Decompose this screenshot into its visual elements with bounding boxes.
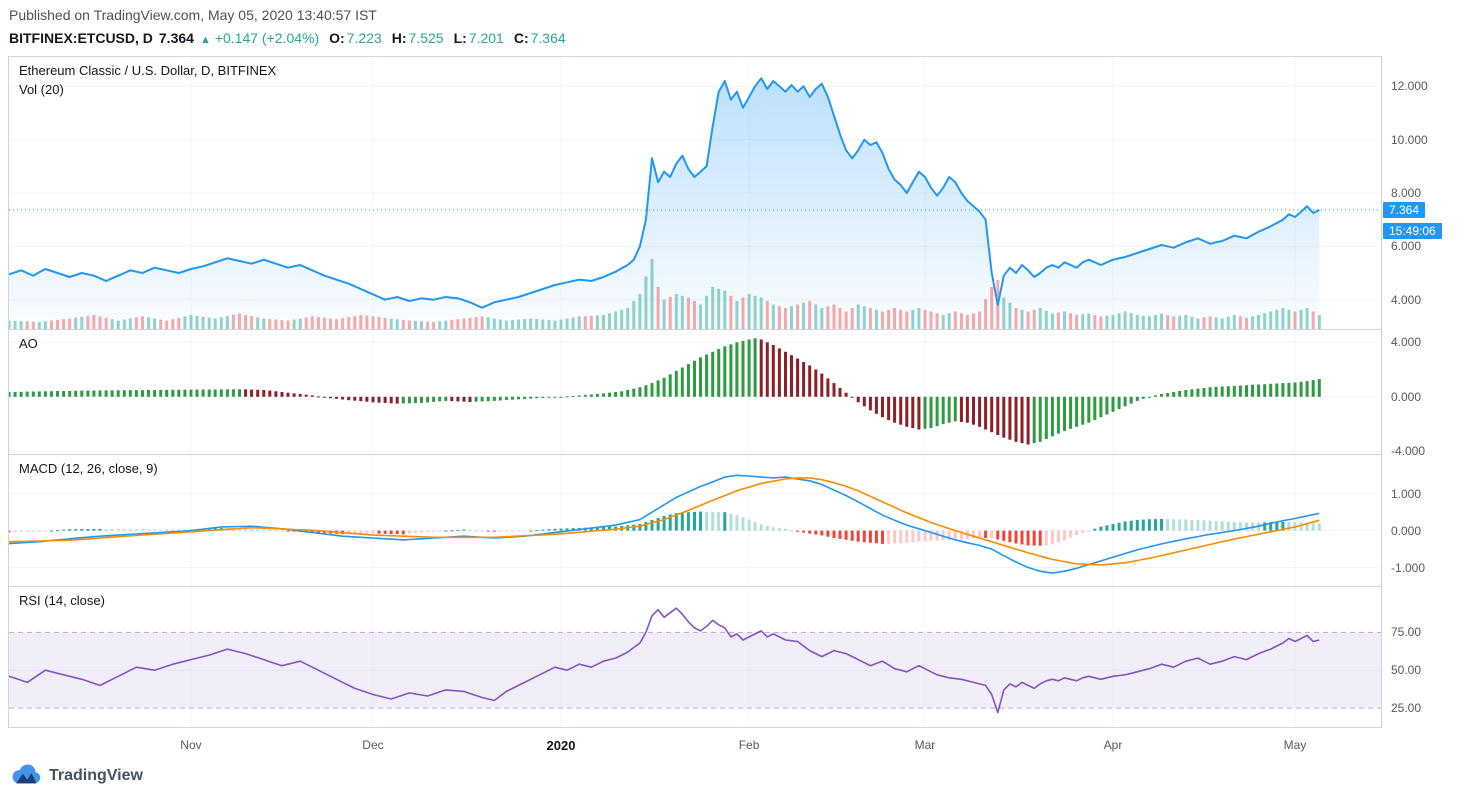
last-price-badge: 7.364 (1383, 201, 1426, 218)
low-label: L: (453, 30, 467, 46)
y-axis-label: 12.000 (1391, 79, 1428, 94)
open-value: 7.223 (346, 30, 382, 46)
symbol-title[interactable]: BITFINEX:ETCUSD, D (9, 30, 153, 46)
rsi-chart-canvas[interactable] (9, 587, 1381, 727)
high-label: H: (391, 30, 407, 46)
bar-countdown-badge: 15:49:06 (1383, 222, 1442, 239)
y-axis-label: 4.000 (1391, 335, 1422, 350)
ao-chart-canvas[interactable] (9, 330, 1381, 454)
time-axis-label: Mar (914, 738, 936, 752)
tradingview-logo-icon (12, 764, 41, 784)
open-label: O: (329, 30, 345, 46)
y-axis-label: -4.000 (1391, 444, 1426, 459)
macd-pane[interactable]: MACD (12, 26, close, 9) (9, 455, 1381, 587)
up-arrow-icon: ▲ (199, 34, 211, 46)
y-axis-label: 6.000 (1391, 239, 1422, 254)
price-pane[interactable]: Ethereum Classic / U.S. Dollar, D, BITFI… (9, 57, 1381, 330)
chart-panes: Ethereum Classic / U.S. Dollar, D, BITFI… (8, 56, 1382, 728)
close-label: C: (513, 30, 529, 46)
y-axis-label: 75.00 (1391, 625, 1422, 640)
close-value: 7.364 (530, 30, 566, 46)
time-axis-label: Apr (1103, 738, 1123, 752)
y-axis-label: -1.000 (1391, 560, 1426, 575)
price-chart-canvas[interactable] (9, 57, 1381, 329)
brand-name: TradingView (49, 767, 143, 784)
macd-chart-canvas[interactable] (9, 455, 1381, 586)
ao-pane[interactable]: AO (9, 330, 1381, 455)
time-axis-label: 2020 (546, 738, 576, 753)
y-axis-label: 1.000 (1391, 486, 1422, 501)
low-value: 7.201 (468, 30, 504, 46)
y-axis-label: 25.00 (1391, 701, 1422, 716)
symbol-header: BITFINEX:ETCUSD, D 7.364 ▲ +0.147 (+2.04… (9, 30, 566, 46)
header-last-price: 7.364 (158, 30, 194, 46)
tradingview-branding[interactable]: TradingView (10, 762, 143, 790)
published-caption: Published on TradingView.com, May 05, 20… (9, 7, 377, 23)
chart-area: Ethereum Classic / U.S. Dollar, D, BITFI… (8, 56, 1469, 728)
time-axis-label: Dec (362, 738, 384, 752)
time-axis-label: May (1283, 738, 1307, 752)
y-axis-label: 4.000 (1391, 292, 1422, 307)
y-axis-label: 8.000 (1391, 186, 1422, 200)
high-value: 7.525 (408, 30, 444, 46)
time-axis-label: Feb (738, 738, 760, 752)
price-scale[interactable]: 7.364 15:49:06 12.000 10.000 8.000 6.000 4.0… (1382, 56, 1469, 728)
y-axis-label: 50.00 (1391, 663, 1422, 678)
time-scale[interactable]: Nov Dec 2020 Feb Mar Apr May (9, 728, 1381, 754)
price-change: +0.147 (+2.04%) (214, 30, 320, 46)
y-axis-label: 0.000 (1391, 389, 1422, 404)
rsi-pane[interactable]: RSI (14, close) (9, 587, 1381, 727)
y-axis-label: 0.000 (1391, 523, 1422, 538)
time-axis-label: Nov (180, 738, 202, 752)
y-axis-label: 10.000 (1391, 132, 1428, 147)
